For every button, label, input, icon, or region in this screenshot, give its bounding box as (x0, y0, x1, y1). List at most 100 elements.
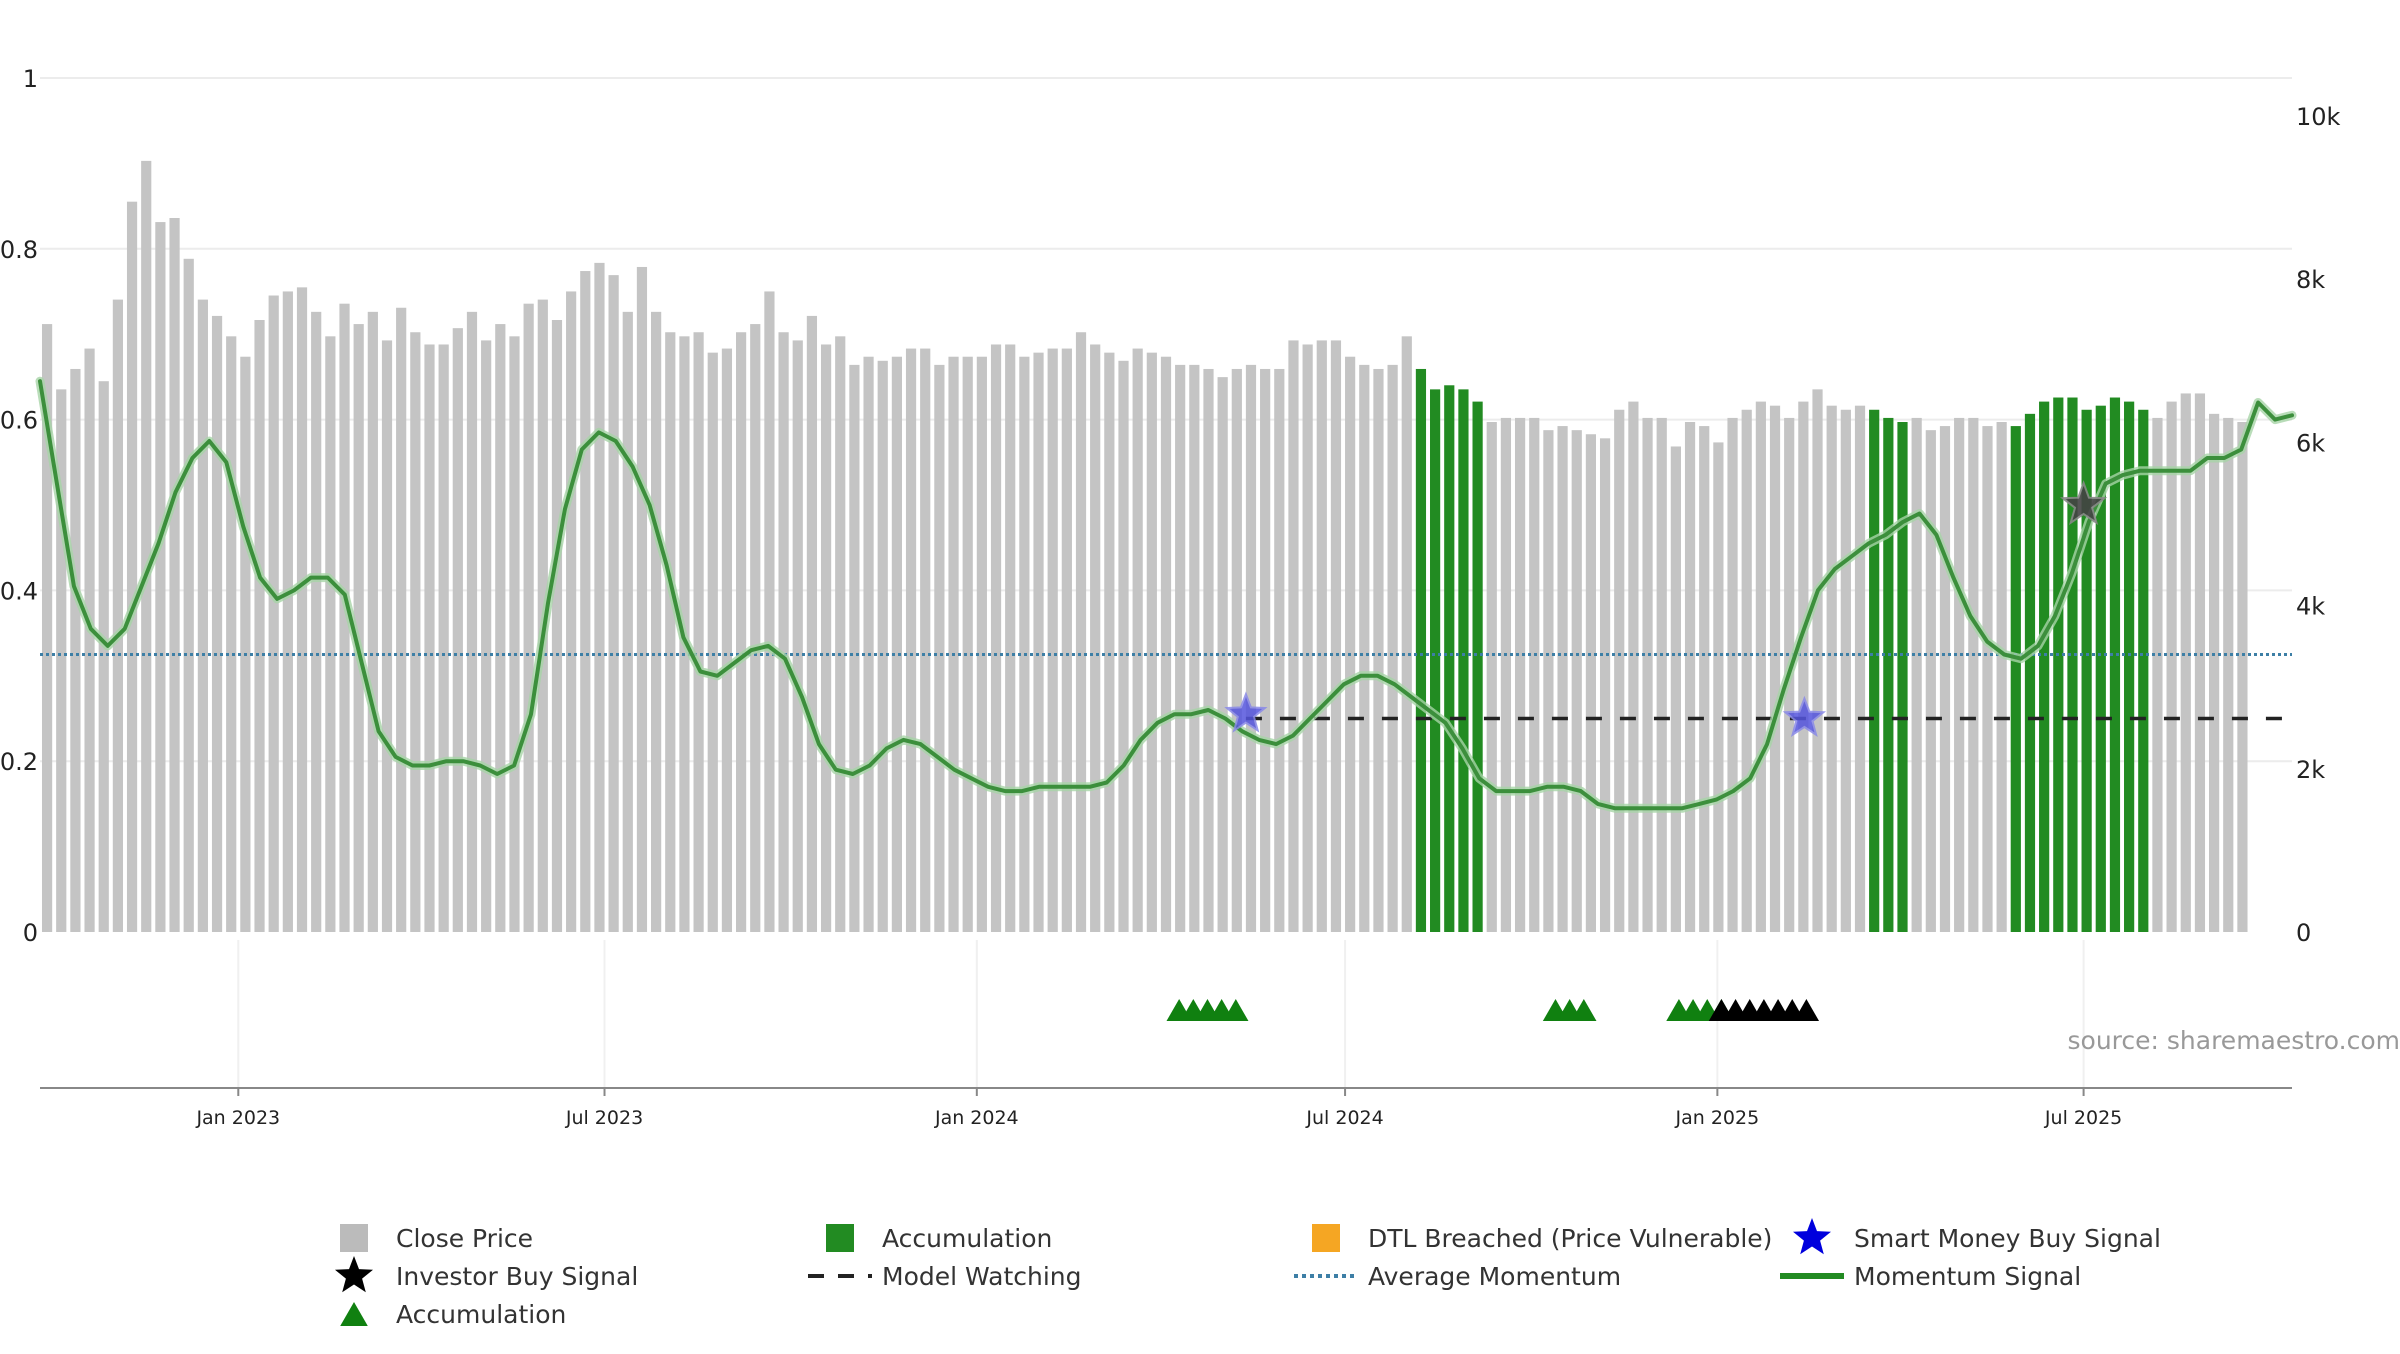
close-price-bar (1118, 361, 1128, 932)
close-price-bar (198, 300, 208, 932)
close-price-bar (113, 300, 123, 932)
legend-label: Investor Buy Signal (396, 1262, 638, 1291)
close-price-bar (2152, 418, 2162, 932)
source-text: source: sharemaestro.com (2068, 1026, 2400, 1055)
close-price-bar (1982, 426, 1992, 932)
close-price-bar (410, 332, 420, 932)
close-price-bar (594, 263, 604, 932)
close-price-bar (1076, 332, 1086, 932)
close-price-bar (1331, 340, 1341, 932)
close-price-bar (1756, 402, 1766, 932)
close-price-bar (1359, 365, 1369, 932)
close-price-bar (453, 328, 463, 932)
close-price-bar (2195, 393, 2205, 932)
right-axis-tick-label: 6k (2296, 429, 2325, 457)
close-price-bar (1104, 353, 1114, 932)
close-price-bar (1147, 353, 1157, 932)
close-price-bar (1048, 349, 1058, 932)
close-price-bar (1770, 406, 1780, 932)
close-price-bar (1713, 442, 1723, 932)
date-axis-tick-label: Jul 2024 (1305, 1107, 1383, 1129)
close-price-bar (99, 381, 109, 932)
close-price-bar (1402, 336, 1412, 932)
legend-label: DTL Breached (Price Vulnerable) (1368, 1224, 1772, 1253)
close-price-bar (439, 344, 449, 932)
legend-star-icon (1793, 1218, 1831, 1254)
legend-square-icon (340, 1224, 368, 1252)
close-price-bar (382, 340, 392, 932)
close-price-bar (1515, 418, 1525, 932)
left-axis-tick-label: 0.6 (0, 407, 38, 435)
close-price-bar (1572, 430, 1582, 932)
close-price-bar (1133, 349, 1143, 932)
close-price-bar (1657, 418, 1667, 932)
close-price-bar (184, 259, 194, 932)
close-price-bar (495, 324, 505, 932)
left-axis-tick-label: 0 (23, 919, 38, 947)
left-axis-tick-label: 1 (23, 65, 38, 93)
close-price-bar (1685, 422, 1695, 932)
close-price-bar (1727, 418, 1737, 932)
close-price-bar (1203, 369, 1213, 932)
accumulation-bar (1472, 402, 1482, 932)
accumulation-bar (1869, 410, 1879, 932)
close-price-bar (963, 357, 973, 932)
accumulation-bar (2138, 410, 2148, 932)
close-price-bar (1487, 422, 1497, 932)
close-price-bar (849, 365, 859, 932)
legend-triangle-icon (340, 1302, 368, 1326)
close-price-bar (240, 357, 250, 932)
accumulation-bar (2053, 398, 2063, 932)
legend-label: Smart Money Buy Signal (1854, 1224, 2161, 1253)
close-price-bar (70, 369, 80, 932)
close-price-bar (1033, 353, 1043, 932)
close-price-bar (948, 357, 958, 932)
close-price-bar (1246, 365, 1256, 932)
close-price-bar (1557, 426, 1567, 932)
legend-label: Accumulation (396, 1300, 566, 1329)
legend-label: Close Price (396, 1224, 533, 1253)
bar-layer (42, 161, 2248, 932)
date-axis-tick-label: Jan 2023 (195, 1107, 280, 1129)
close-price-bar (396, 308, 406, 932)
close-price-bar (1274, 369, 1284, 932)
date-axis-tick-label: Jan 2025 (1675, 1107, 1760, 1129)
close-price-bar (283, 291, 293, 932)
close-price-bar (1232, 369, 1242, 932)
close-price-bar (1175, 365, 1185, 932)
close-price-bar (1005, 344, 1015, 932)
close-price-bar (1812, 389, 1822, 932)
close-price-bar (1019, 357, 1029, 932)
accumulation-bar (2124, 402, 2134, 932)
accumulation-bar (1416, 369, 1426, 932)
close-price-bar (566, 291, 576, 932)
close-price-bar (934, 365, 944, 932)
close-price-bar (1303, 344, 1313, 932)
accumulation-bar (1883, 418, 1893, 932)
close-price-bar (1586, 434, 1596, 932)
right-axis-tick-label: 8k (2296, 266, 2325, 294)
close-price-bar (623, 312, 633, 932)
close-price-bar (2167, 402, 2177, 932)
close-price-bar (509, 336, 519, 932)
legend-label: Average Momentum (1368, 1262, 1621, 1291)
close-price-bar (2209, 414, 2219, 932)
close-price-bar (1912, 418, 1922, 932)
close-price-bar (736, 332, 746, 932)
close-price-bar (892, 357, 902, 932)
close-price-bar (524, 304, 534, 932)
close-price-bar (1161, 357, 1171, 932)
close-price-bar (1090, 344, 1100, 932)
left-axis-tick-label: 0.4 (0, 577, 38, 605)
close-price-bar (311, 312, 321, 932)
close-price-bar (1827, 406, 1837, 932)
close-price-bar (1189, 365, 1199, 932)
close-price-bar (424, 344, 434, 932)
close-price-bar (750, 324, 760, 932)
close-price-bar (325, 336, 335, 932)
close-price-bar (1062, 349, 1072, 932)
close-price-bar (1288, 340, 1298, 932)
close-price-bar (155, 222, 165, 932)
